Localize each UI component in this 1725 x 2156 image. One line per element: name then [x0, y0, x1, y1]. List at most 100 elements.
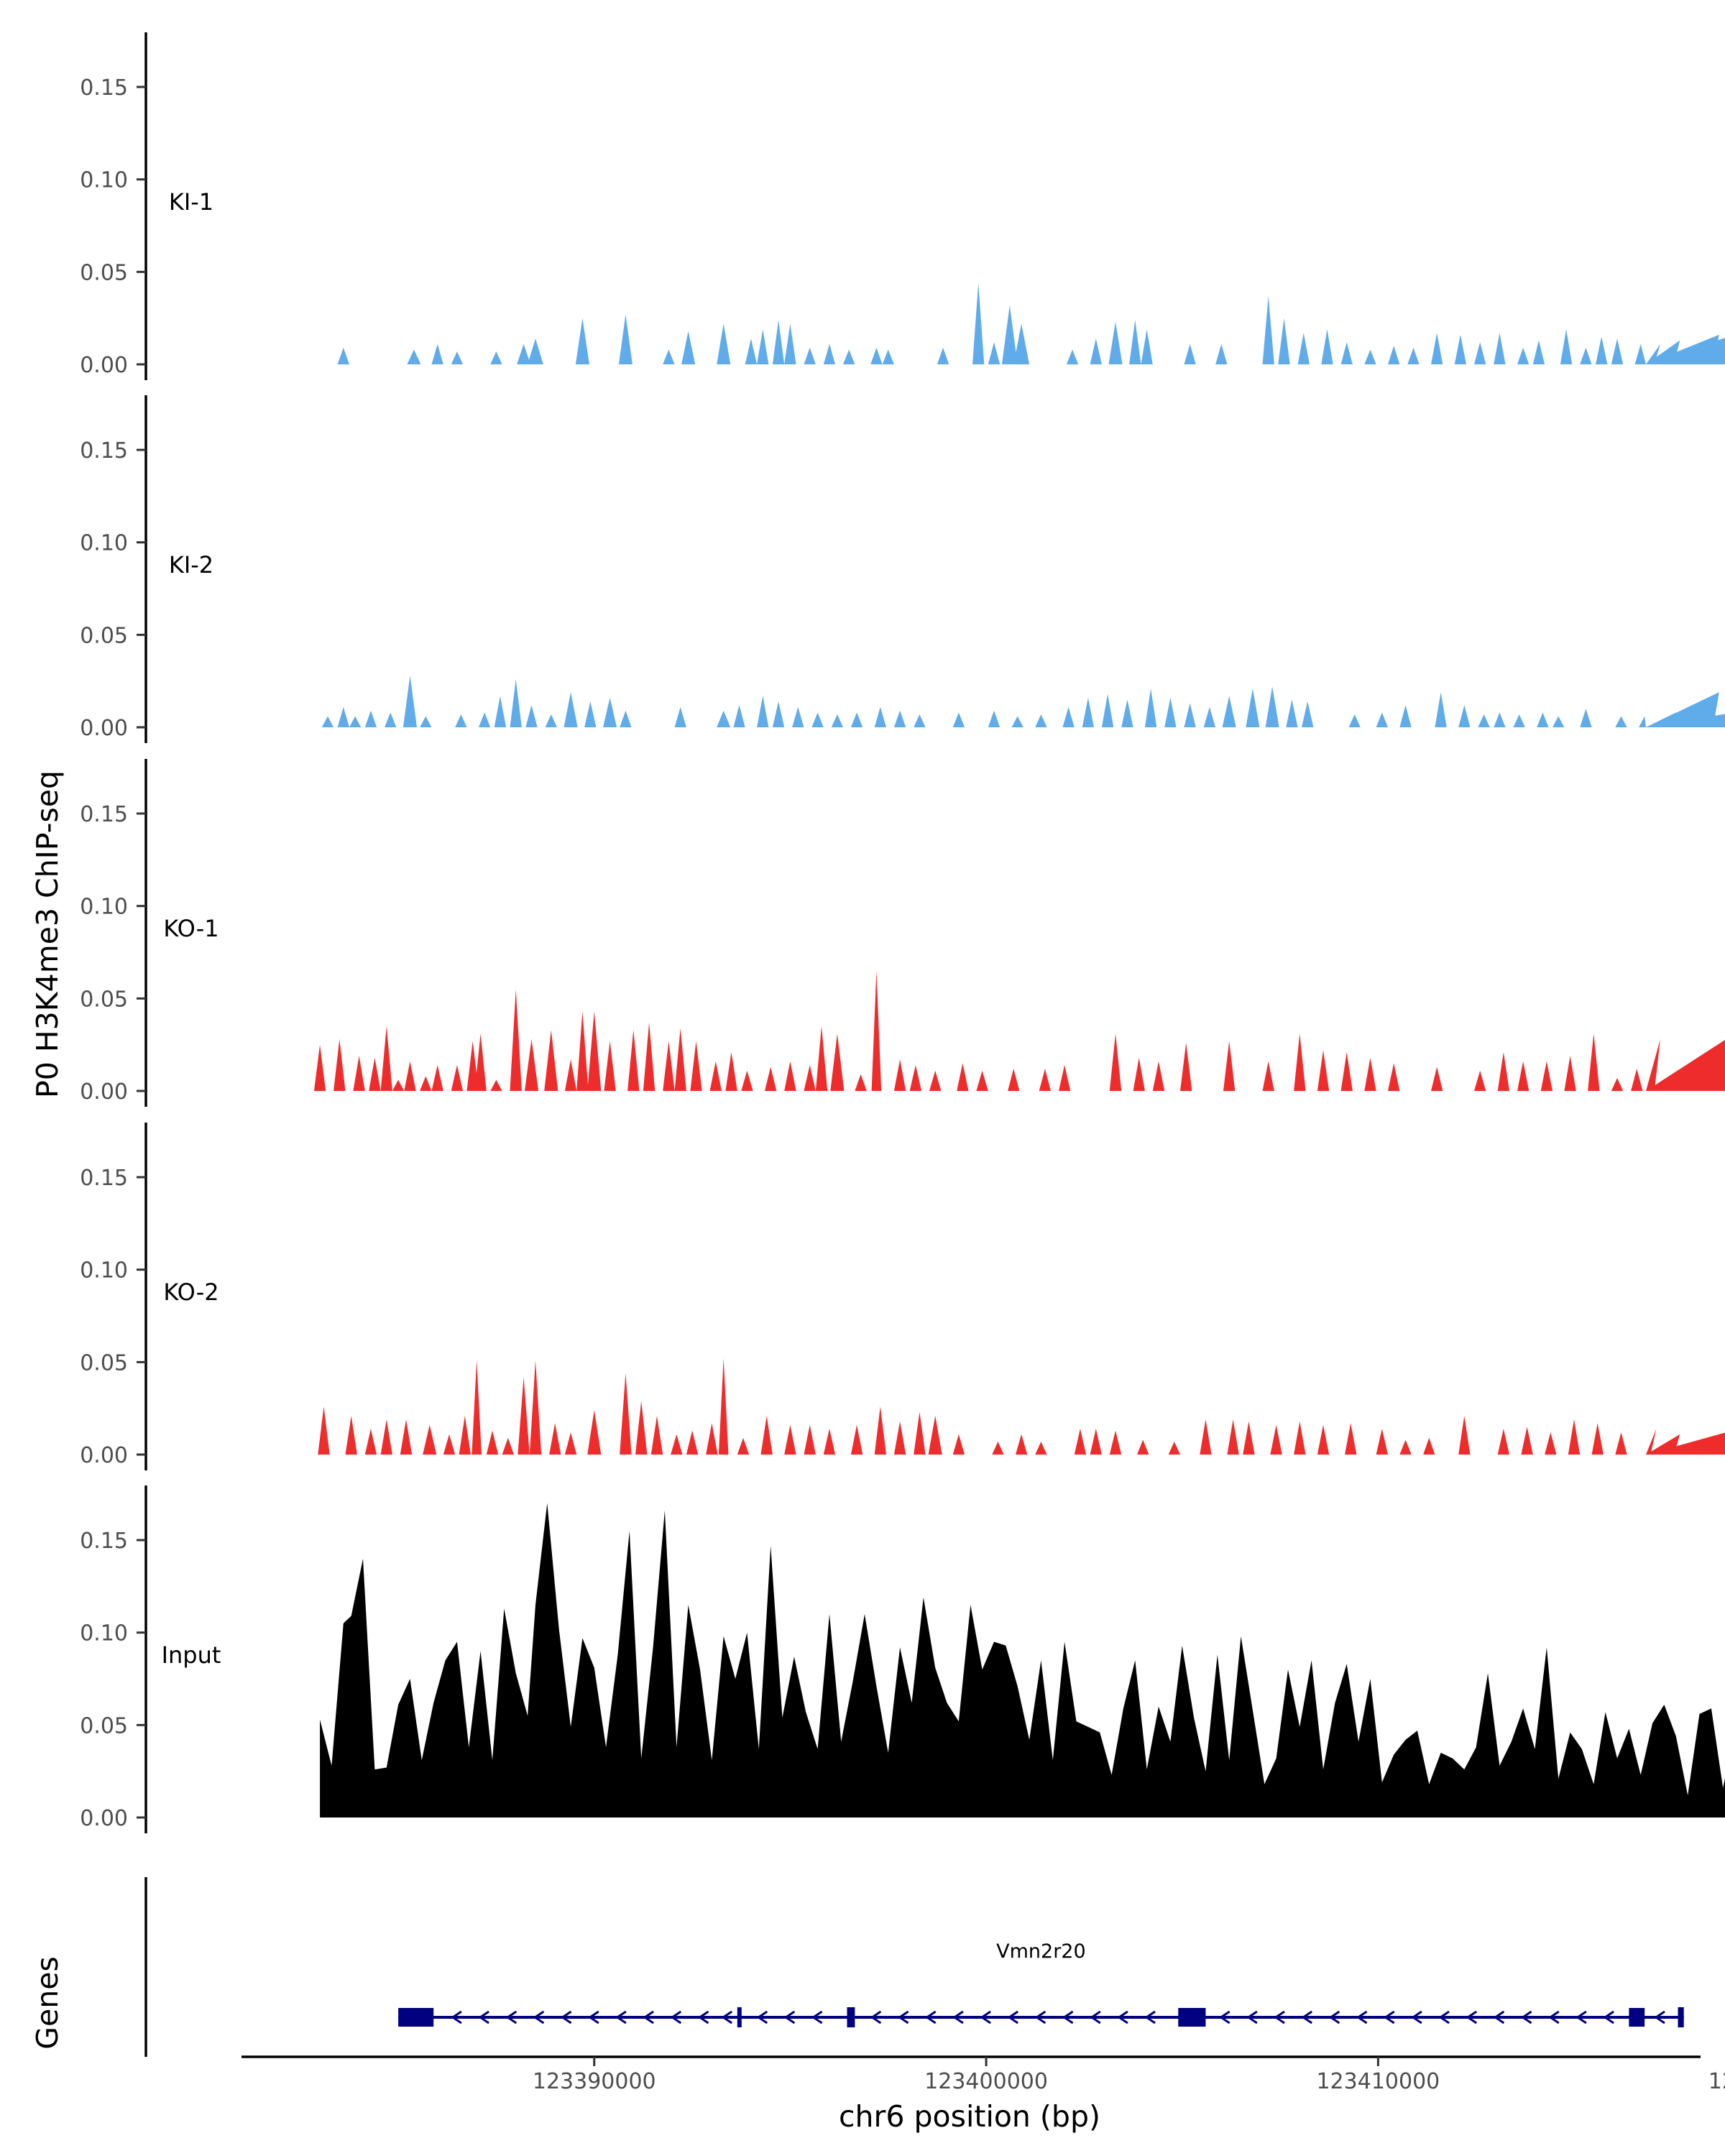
- signal-peak-ki-2-31: [1011, 716, 1024, 727]
- genes-axis-title: Genes: [30, 1956, 65, 2050]
- gene-exon-2: [847, 2007, 855, 2027]
- gene-strand-arrow-7: [643, 2010, 654, 2024]
- track-ki-2: 0.00 0.05 0.10 0.15 KI-2: [80, 395, 1725, 743]
- signal-peak-ko-1-53: [1388, 1063, 1400, 1091]
- gene-strand-arrow-23: [1117, 2010, 1128, 2024]
- gene-strand-arrow-27: [1274, 2010, 1285, 2024]
- signal-peak-ko-1-16: [564, 1059, 577, 1091]
- gene-exon-1: [737, 2007, 742, 2027]
- signal-peak-ki-1-35: [1297, 333, 1310, 364]
- signal-peak-ki-1-25: [1013, 323, 1030, 364]
- signal-peak-ko-2-4: [400, 1419, 413, 1455]
- signal-peak-ki-2-12: [545, 714, 557, 727]
- gene-strand-arrow-5: [588, 2010, 599, 2024]
- gene-strand-arrow-34: [1466, 2010, 1478, 2024]
- signal-peak-ko-2-36: [1035, 1442, 1047, 1455]
- gene-strand-arrow-16: [924, 2010, 937, 2024]
- signal-peak-ki-1-36: [1321, 329, 1333, 364]
- signal-peak-ko-2-26: [804, 1424, 816, 1455]
- gene-strand-arrow-20: [1034, 2010, 1046, 2024]
- y-tick-label-ko-2-0.15: 0.15: [80, 1166, 128, 1191]
- signal-peak-ko-2-57: [1591, 1423, 1604, 1455]
- signal-peak-ki-2-54: [1537, 712, 1549, 727]
- signal-peak-ki-1-44: [1494, 333, 1506, 364]
- signal-peak-ki-2-25: [850, 712, 863, 727]
- signal-peak-ko-2-22: [718, 1358, 729, 1455]
- signal-peak-ki-2-22: [792, 706, 804, 727]
- gene-exon-5: [1678, 2007, 1684, 2027]
- gene-strand-arrow-17: [952, 2010, 964, 2024]
- signal-peak-ki-2-40: [1203, 706, 1216, 727]
- signal-peak-ki-1-17: [823, 344, 836, 364]
- x-tick-label-123420000: 123420000: [1708, 2069, 1725, 2094]
- signal-peak-ki-2-35: [1101, 694, 1114, 727]
- signal-peak-ko-2-40: [1137, 1439, 1149, 1455]
- track-panels: 0.00 0.05 0.10 0.15 KI-1 0.00 0.05 0.10 0.15 KI-2…: [80, 32, 1725, 1833]
- signal-peak-ko-2-58: [1615, 1432, 1627, 1455]
- signal-peak-ko-2-21: [706, 1423, 718, 1455]
- track-ki-1: 0.00 0.05 0.10 0.15 KI-1: [80, 32, 1725, 380]
- signal-peak-ki-1-5: [517, 344, 531, 364]
- signal-peak-ko-1-57: [1517, 1061, 1530, 1091]
- signal-peak-ki-2-32: [1035, 714, 1047, 727]
- signal-peak-ko-2-56: [1568, 1419, 1581, 1455]
- signal-peak-ko-1-39: [976, 1070, 988, 1091]
- gene-strand-arrow-12: [783, 2010, 796, 2024]
- signal-peak-ki-1-46: [1532, 340, 1545, 364]
- signal-peak-ki-2-29: [952, 712, 965, 727]
- signal-peak-ko-2-5: [423, 1424, 437, 1455]
- gene-strand-arrow-28: [1301, 2010, 1313, 2024]
- gene-strand-arrow-38: [1576, 2010, 1587, 2024]
- signal-peak-ko-1-38: [957, 1063, 969, 1091]
- signal-peak-ko-1-36: [909, 1065, 922, 1091]
- gene-strand-arrow-26: [1246, 2010, 1258, 2024]
- gene-strand-arrow-0: [451, 2010, 462, 2024]
- signal-peak-ki-1-33: [1262, 295, 1274, 364]
- signal-peak-ki-2-65: [1646, 720, 1725, 727]
- signal-peak-ki-2-53: [1513, 714, 1525, 727]
- signal-peak-ko-1-56: [1497, 1052, 1509, 1091]
- signal-peak-ki-2-28: [914, 714, 926, 727]
- signal-peak-ko-1-40: [1008, 1069, 1020, 1091]
- signal-peak-ki-2-39: [1184, 703, 1196, 727]
- gene-strand-arrow-22: [1090, 2010, 1101, 2024]
- gene-strand-arrow-35: [1493, 2010, 1505, 2024]
- signal-peak-ki-1-3: [451, 351, 464, 364]
- signal-peak-ki-2-9: [494, 696, 507, 727]
- signal-peak-ki-1-14: [772, 320, 785, 364]
- signal-peak-ko-2-29: [874, 1406, 886, 1455]
- signal-peak-ko-1-62: [1631, 1069, 1643, 1091]
- signal-peak-ko-1-24: [690, 1041, 702, 1091]
- signal-peak-ko-2-13: [549, 1423, 561, 1455]
- y-tick-label-ki-2-0.15: 0.15: [80, 438, 128, 464]
- gene-strand-arrow-8: [670, 2010, 682, 2024]
- signal-peak-ko-1-35: [893, 1059, 906, 1091]
- signal-peak-ko-2-23: [737, 1437, 750, 1455]
- signal-peak-ki-2-24: [831, 714, 843, 727]
- signal-peak-ko-1-0: [313, 1044, 326, 1091]
- gene-strand-arrow-2: [505, 2010, 518, 2024]
- x-axis-title: chr6 position (bp): [839, 2099, 1100, 2134]
- signal-peak-ki-1-48: [1580, 347, 1592, 364]
- signal-peak-ko-2-44: [1243, 1421, 1255, 1455]
- signal-peak-ki-2-11: [525, 705, 538, 727]
- y-tick-label-ki-2-0.10: 0.10: [80, 531, 128, 556]
- signal-peak-ko-2-37: [1074, 1429, 1087, 1455]
- y-tick-label-ko-1-0.00: 0.00: [80, 1079, 128, 1105]
- signal-peak-ki-2-21: [772, 701, 785, 727]
- gene-strand-arrow-32: [1411, 2010, 1422, 2024]
- gene-strand-arrow-18: [980, 2010, 991, 2024]
- signal-peak-ki-1-22: [972, 282, 985, 364]
- signal-peak-ko-1-63: [1646, 1038, 1660, 1091]
- genes-panel: Vmn2r20: [144, 1877, 1684, 2057]
- signal-peak-ko-2-3: [380, 1419, 392, 1455]
- gene-strand-arrow-36: [1520, 2010, 1532, 2024]
- signal-peak-ko-1-55: [1474, 1070, 1486, 1091]
- y-tick-label-input-0.05: 0.05: [80, 1713, 128, 1738]
- signal-peak-ko-1-42: [1059, 1065, 1071, 1091]
- gene-exon-0: [398, 2008, 434, 2027]
- gene-strand-arrow-10: [721, 2010, 733, 2024]
- signal-peak-ko-1-12: [490, 1079, 502, 1091]
- track-label-ko-1: KO-1: [163, 915, 218, 942]
